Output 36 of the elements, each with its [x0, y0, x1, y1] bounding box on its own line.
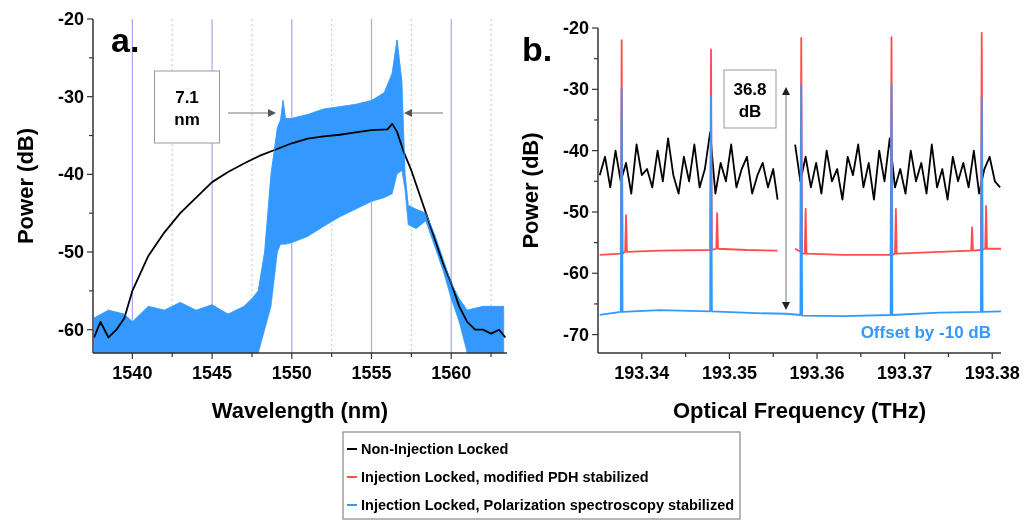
x-axis-title: Wavelength (nm)	[211, 398, 389, 423]
line-series	[598, 83, 1002, 318]
legend-label: Non-Injection Locked	[361, 441, 509, 457]
annotation: 7.1 nm	[174, 88, 200, 129]
y-tick-label: -20	[562, 18, 589, 38]
x-axis-title: Optical Frequency (THz)	[672, 398, 927, 423]
x-tick-label: 1550	[271, 363, 312, 383]
line-series	[794, 137, 1002, 201]
x-tick-label: 1555	[351, 363, 392, 383]
x-tick-label: 1560	[431, 363, 472, 383]
y-tick-label: -20	[57, 9, 84, 29]
y-axis-title: Power (dB)	[13, 127, 38, 245]
x-tick-label: 193.38	[964, 363, 1020, 383]
x-tick-label: 193.37	[877, 363, 933, 383]
x-tick-label: 193.35	[701, 363, 757, 383]
y-tick-label: -50	[57, 242, 84, 263]
y-tick-label: -40	[57, 164, 84, 185]
x-tick-label: 1540	[112, 363, 153, 383]
y-tick-label: -60	[57, 319, 84, 340]
annotation: 36.8 dB	[733, 80, 767, 121]
x-tick-label: 1545	[192, 363, 233, 383]
annotation: Offset by -10 dB	[860, 323, 991, 342]
y-axis-title: Power (dB)	[518, 132, 543, 249]
x-tick-label: 193.34	[614, 363, 670, 383]
line-series	[598, 131, 779, 201]
legend-label: Injection Locked, modified PDH stabilized	[361, 469, 649, 485]
y-tick-label: -50	[562, 201, 589, 222]
chart-title: b.	[522, 30, 553, 68]
chart-title: a.	[111, 21, 140, 59]
legend-label: Injection Locked, Polarization spectroscopy stabilized	[361, 497, 735, 513]
y-tick-label: -40	[562, 140, 589, 161]
y-tick-label: -70	[562, 324, 589, 345]
x-tick-label: 193.36	[789, 363, 845, 383]
y-tick-label: -60	[562, 263, 589, 284]
y-tick-label: -30	[562, 79, 589, 100]
y-tick-label: -30	[57, 86, 84, 107]
